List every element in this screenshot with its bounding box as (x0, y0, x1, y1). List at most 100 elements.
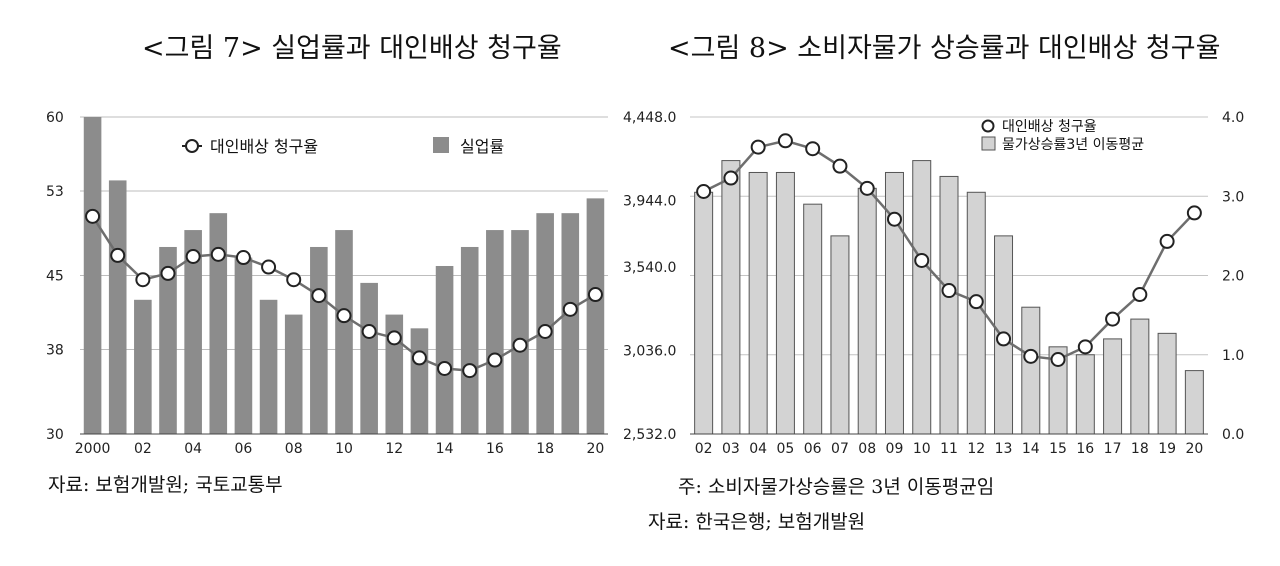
fig7-marker-claim-rate (311, 288, 327, 304)
fig8-marker-claim-rate (1159, 233, 1175, 249)
fig7-y-tick-label: 30 (46, 427, 64, 443)
fig8-bar-inflation (966, 191, 986, 435)
fig7-marker-claim-rate (411, 350, 427, 366)
fig8-y-right-tick-label: 1.0 (1222, 348, 1244, 364)
fig8-x-tick-label: 11 (940, 441, 958, 457)
fig8-y-right-tick-label: 0.0 (1222, 427, 1244, 443)
fig7-x-tick-label: 08 (285, 441, 303, 457)
fig8-y-left-tick-label: 3,944.0 (623, 193, 676, 209)
fig7-x-tick-label: 04 (184, 441, 202, 457)
fig8-legend-marker-icon (981, 119, 995, 133)
fig8-legend-bar-swatch (981, 136, 996, 151)
fig7-bar-unemployment (460, 246, 479, 434)
fig7-bar-unemployment (108, 180, 127, 434)
fig7-bar-unemployment (410, 328, 429, 434)
fig7-x-tick-label: 14 (436, 441, 454, 457)
fig8-marker-claim-rate (1077, 339, 1093, 355)
fig8-y-right-tick-label: 3.0 (1222, 189, 1244, 205)
fig7-bar-unemployment (83, 117, 102, 434)
fig8-marker-claim-rate (996, 331, 1012, 347)
fig8-y-left-tick-label: 3,036.0 (623, 344, 676, 360)
fig7-x-tick-label: 16 (486, 441, 504, 457)
fig7-bar-unemployment (335, 230, 353, 434)
fig7-bar-unemployment (234, 257, 253, 434)
fig7-legend-claim-rate: 대인배상 청구율 (210, 137, 318, 156)
fig7-x-tick-label: 06 (235, 441, 253, 457)
fig8-marker-claim-rate (1186, 205, 1202, 221)
fig7-marker-claim-rate (85, 208, 101, 224)
fig7-bar-unemployment (310, 246, 328, 434)
fig8-y-left-tick-label: 2,532.0 (623, 427, 676, 443)
fig8-x-tick-label: 09 (886, 441, 904, 457)
fig7-bar-unemployment (561, 213, 580, 434)
fig8-marker-claim-rate (723, 170, 739, 186)
fig8-legend-claim-rate: 대인배상 청구율 (1002, 119, 1097, 135)
fig8-marker-claim-rate (777, 133, 793, 149)
fig7-marker-claim-rate (562, 301, 578, 317)
fig7-marker-claim-rate (487, 352, 503, 368)
fig8-bar-inflation (1157, 332, 1177, 435)
fig7-bar-unemployment (134, 299, 152, 434)
fig8-bar-inflation (1021, 306, 1041, 435)
figure-7-source: 자료: 보험개발원; 국토교통부 (48, 474, 283, 496)
fig8-marker-claim-rate (886, 211, 902, 227)
fig7-x-tick-label: 10 (335, 441, 353, 457)
fig8-bar-inflation (721, 160, 741, 435)
figure-8-note: 주: 소비자물가상승률은 3년 이동평균임 (678, 476, 995, 498)
fig8-marker-claim-rate (968, 294, 984, 310)
fig7-y-tick-label: 53 (46, 184, 64, 200)
fig8-x-tick-label: 06 (804, 441, 822, 457)
fig7-marker-claim-rate (261, 259, 277, 275)
fig7-marker-claim-rate (185, 248, 201, 264)
fig7-marker-claim-rate (462, 363, 478, 379)
fig8-bar-inflation (775, 171, 795, 435)
fig8-marker-claim-rate (750, 139, 766, 155)
fig7-bar-unemployment (486, 230, 504, 434)
fig8-bar-inflation (1184, 370, 1204, 435)
fig8-bar-inflation (694, 191, 714, 435)
fig8-x-tick-label: 05 (777, 441, 795, 457)
fig8-bar-inflation (1075, 354, 1095, 435)
fig8-x-tick-label: 18 (1131, 441, 1149, 457)
fig7-marker-claim-rate (336, 308, 352, 324)
fig8-marker-claim-rate (1132, 287, 1148, 303)
fig7-y-tick-label: 60 (46, 110, 64, 126)
fig8-marker-claim-rate (914, 252, 930, 268)
fig7-y-tick-label: 38 (46, 342, 64, 358)
fig7-legend-unemployment: 실업률 (460, 137, 504, 156)
figure-7-title: <그림 7> 실업률과 대인배상 청구율 (142, 33, 562, 64)
fig7-x-tick-label: 12 (385, 441, 403, 457)
fig8-marker-claim-rate (1023, 348, 1039, 364)
fig8-y-right-tick-label: 2.0 (1222, 269, 1244, 285)
fig8-bar-inflation (1103, 338, 1123, 435)
fig8-bar-inflation (748, 171, 768, 435)
fig8-bar-inflation (912, 160, 932, 435)
fig7-bar-unemployment (184, 230, 202, 434)
fig7-legend-marker-icon (185, 139, 199, 153)
fig7-marker-claim-rate (437, 360, 453, 376)
fig7-bar-unemployment (511, 230, 529, 434)
fig7-marker-claim-rate (286, 272, 302, 288)
fig7-marker-claim-rate (235, 250, 251, 266)
fig8-marker-claim-rate (1050, 352, 1066, 368)
fig7-marker-claim-rate (135, 272, 151, 288)
fig8-bar-inflation (939, 175, 959, 435)
fig7-marker-claim-rate (110, 247, 126, 263)
fig8-x-tick-label: 16 (1076, 441, 1094, 457)
fig7-marker-claim-rate (386, 330, 402, 346)
fig7-marker-claim-rate (361, 324, 377, 340)
figure-8-source: 자료: 한국은행; 보험개발원 (648, 511, 866, 533)
fig7-bar-unemployment (586, 198, 605, 434)
fig8-y-left-tick-label: 4,448.0 (623, 110, 676, 126)
fig8-x-tick-label: 12 (967, 441, 985, 457)
fig8-legend-inflation: 물가상승률3년 이동평균 (1002, 137, 1144, 153)
fig8-x-tick-label: 13 (995, 441, 1013, 457)
fig8-x-tick-label: 07 (831, 441, 849, 457)
fig8-x-tick-label: 17 (1104, 441, 1122, 457)
fig7-bar-unemployment (159, 246, 177, 434)
fig7-y-tick-label: 45 (46, 269, 64, 285)
fig7-bar-unemployment (360, 282, 378, 434)
fig7-bar-unemployment (259, 299, 278, 434)
figure-8-title: <그림 8> 소비자물가 상승률과 대인배상 청구율 (668, 33, 1221, 64)
